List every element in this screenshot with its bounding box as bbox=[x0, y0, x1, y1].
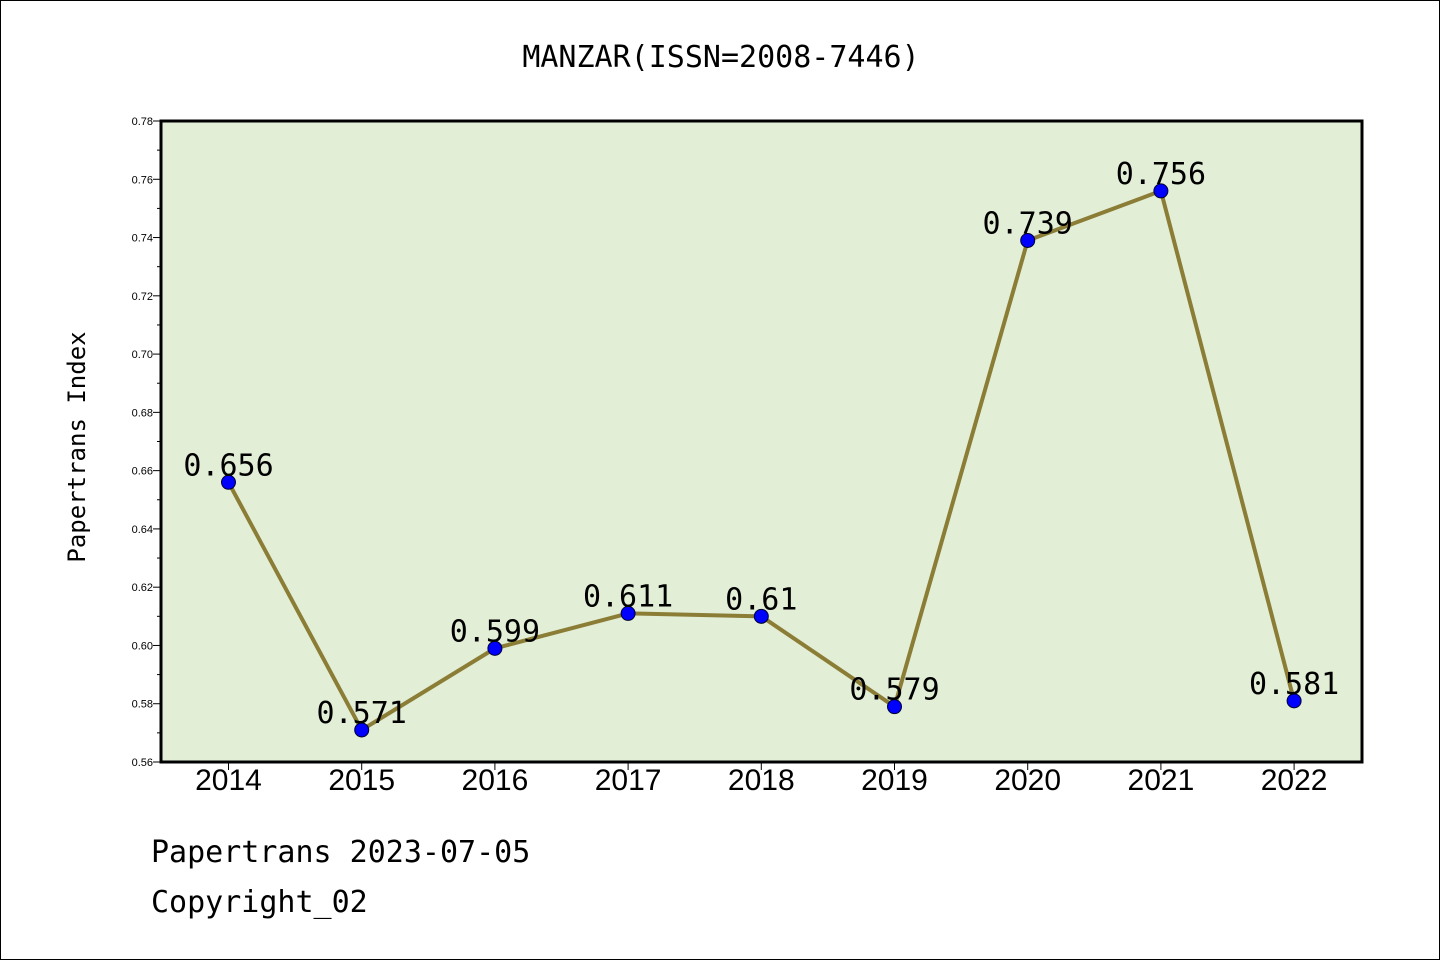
data-label: 0.739 bbox=[983, 206, 1073, 241]
data-point bbox=[887, 699, 902, 715]
data-label: 0.579 bbox=[849, 673, 939, 708]
y-tick-label: 0.78 bbox=[132, 116, 153, 128]
data-point bbox=[620, 605, 636, 621]
y-tick-label: 0.58 bbox=[132, 699, 153, 711]
x-tick-label: 2015 bbox=[328, 764, 395, 797]
chart-title: MANZAR(ISSN=2008-7446) bbox=[522, 40, 919, 75]
data-labels: 0.656 0.571 0.599 0.611 0.61 0.579 0.739 0.756 0… bbox=[183, 157, 1339, 731]
data-point bbox=[354, 722, 370, 738]
x-tick-label: 2021 bbox=[1128, 764, 1195, 797]
y-tick-label: 0.64 bbox=[132, 524, 153, 536]
data-point bbox=[221, 474, 236, 490]
data-point bbox=[1153, 183, 1169, 199]
x-tick-label: 2016 bbox=[462, 764, 529, 797]
data-point bbox=[1286, 693, 1302, 709]
data-point bbox=[487, 640, 503, 656]
y-tick-label: 0.62 bbox=[132, 582, 153, 594]
data-point bbox=[753, 608, 769, 624]
data-label: 0.61 bbox=[725, 582, 797, 617]
x-tick-label: 2022 bbox=[1261, 764, 1328, 797]
x-axis-ticks: 2014 2015 2016 2017 2018 2019 2020 2021 2022 bbox=[195, 762, 1327, 797]
y-tick-label: 0.70 bbox=[132, 349, 153, 361]
data-label: 0.756 bbox=[1116, 157, 1206, 192]
x-tick-label: 2017 bbox=[595, 764, 662, 797]
series-line-group bbox=[221, 183, 1302, 738]
y-tick-label: 0.56 bbox=[132, 757, 153, 769]
data-label: 0.656 bbox=[183, 448, 273, 483]
y-tick-label: 0.72 bbox=[132, 291, 153, 303]
x-tick-label: 2014 bbox=[195, 764, 262, 797]
footer-copyright: Copyright_02 bbox=[151, 885, 368, 920]
data-point bbox=[1020, 232, 1036, 248]
x-tick-label: 2018 bbox=[728, 764, 795, 797]
y-tick-label: 0.68 bbox=[132, 407, 153, 419]
x-tick-label: 2019 bbox=[861, 764, 928, 797]
y-tick-label: 0.66 bbox=[132, 466, 153, 478]
x-tick-label: 2020 bbox=[994, 764, 1061, 797]
data-label: 0.611 bbox=[583, 579, 673, 614]
y-tick-label: 0.74 bbox=[132, 233, 153, 245]
data-label: 0.599 bbox=[450, 614, 540, 649]
data-label: 0.581 bbox=[1249, 667, 1339, 702]
plot-area bbox=[159, 119, 1364, 764]
y-tick-label: 0.76 bbox=[132, 174, 153, 186]
y-axis-label: Papertrans Index bbox=[63, 331, 91, 562]
y-tick-label: 0.60 bbox=[132, 640, 153, 652]
y-axis-ticks: 0.56 0.58 0.60 0.62 0.64 0.66 0.68 0.70 0.72 0.74… bbox=[132, 116, 161, 769]
data-label: 0.571 bbox=[317, 696, 407, 731]
footer-date: Papertrans 2023-07-05 bbox=[151, 835, 531, 870]
